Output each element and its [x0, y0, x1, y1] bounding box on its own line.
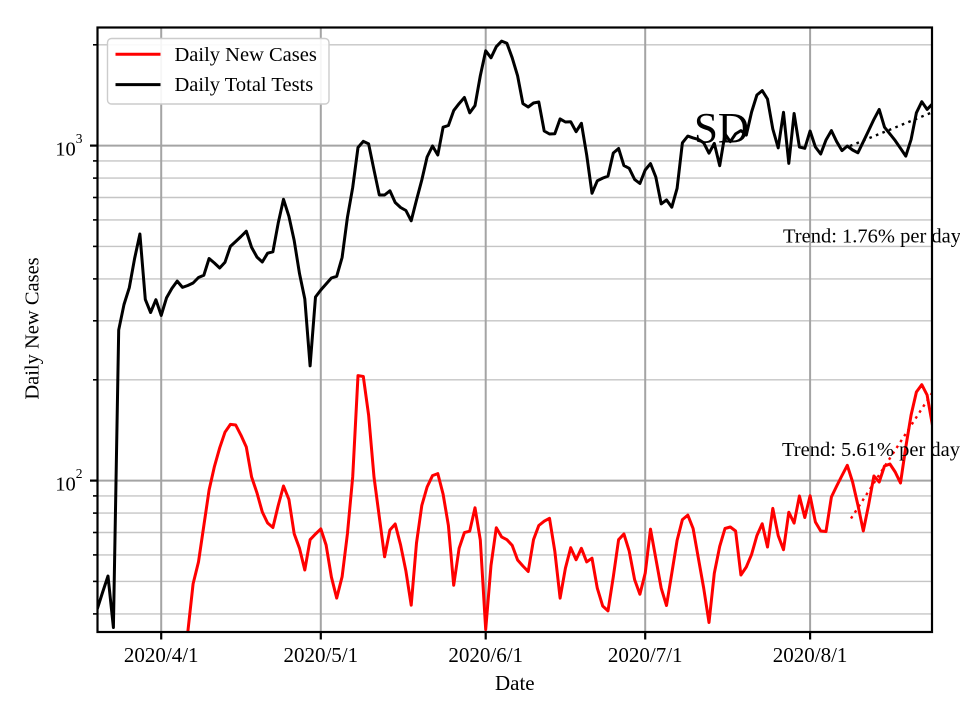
svg-text:2020/5/1: 2020/5/1 — [283, 643, 358, 667]
svg-text:SD: SD — [694, 106, 749, 153]
svg-text:Trend: 1.76% per day: Trend: 1.76% per day — [783, 226, 960, 248]
svg-text:Daily New Cases: Daily New Cases — [22, 257, 44, 399]
svg-text:Daily Total Tests: Daily Total Tests — [175, 74, 314, 96]
svg-text:2020/7/1: 2020/7/1 — [608, 643, 683, 667]
svg-text:2020/4/1: 2020/4/1 — [124, 643, 199, 667]
svg-text:2020/6/1: 2020/6/1 — [448, 643, 523, 667]
svg-text:Date: Date — [495, 671, 535, 695]
svg-text:Trend: 5.61% per day: Trend: 5.61% per day — [782, 439, 960, 461]
svg-text:2020/8/1: 2020/8/1 — [773, 643, 848, 667]
svg-text:Daily New Cases: Daily New Cases — [175, 44, 317, 66]
